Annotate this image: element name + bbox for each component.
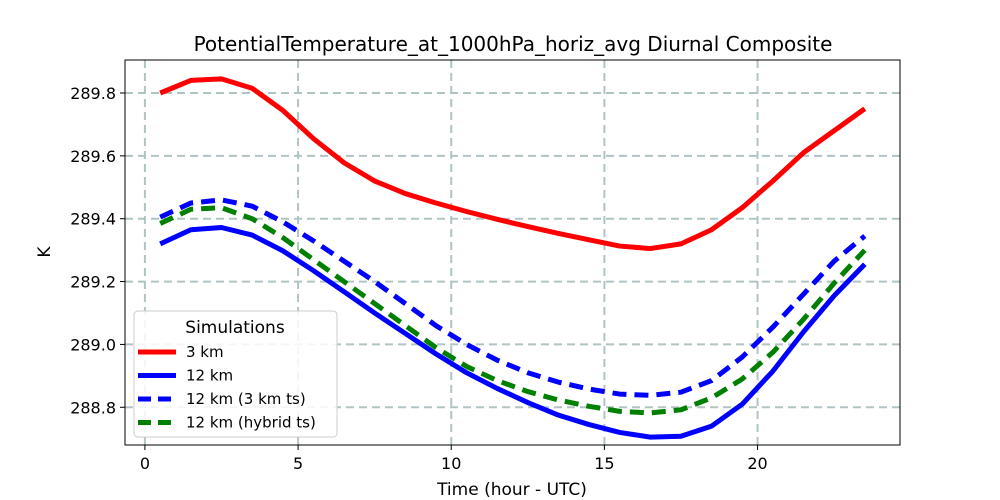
- legend: Simulations 3 km 12 km 12 km (3 km ts) 12 k…: [133, 310, 338, 438]
- y-axis-label: K: [35, 246, 55, 258]
- legend-items: 3 km 12 km 12 km (3 km ts) 12 km (hybrid ts…: [138, 343, 316, 432]
- legend-label-1: 3 km: [186, 343, 224, 361]
- series-line-1: [159, 76, 867, 252]
- x-tick-label: 0: [140, 454, 150, 473]
- y-tick-label: 289.4: [70, 210, 116, 229]
- legend-label-4: 12 km (hybrid ts): [186, 414, 316, 432]
- legend-title: Simulations: [185, 318, 285, 338]
- y-tick-label: 288.8: [70, 398, 116, 417]
- y-tick-label: 289.6: [70, 147, 116, 166]
- series-line-3: [159, 197, 867, 398]
- x-tick-label: 10: [441, 454, 461, 473]
- y-axis: 288.8 289.0 289.2 289.4 289.6 289.8: [70, 84, 125, 417]
- legend-label-2: 12 km: [186, 367, 233, 385]
- legend-box: [133, 310, 338, 438]
- series-line-4: [159, 205, 867, 416]
- x-axis: 0 5 10 15 20: [140, 445, 768, 473]
- x-axis-label: Time (hour - UTC): [436, 480, 587, 500]
- chart-title: PotentialTemperature_at_1000hPa_horiz_av…: [194, 32, 833, 56]
- y-tick-label: 289.2: [70, 273, 116, 292]
- y-tick-label: 289.0: [70, 335, 116, 354]
- x-tick-label: 20: [747, 454, 767, 473]
- y-tick-label: 289.8: [70, 84, 116, 103]
- x-tick-label: 15: [594, 454, 614, 473]
- plot-frame: [124, 59, 901, 446]
- series-lines: [159, 76, 867, 440]
- series-line-2: [159, 225, 867, 440]
- legend-label-3: 12 km (3 km ts): [186, 390, 306, 408]
- x-tick-label: 5: [293, 454, 303, 473]
